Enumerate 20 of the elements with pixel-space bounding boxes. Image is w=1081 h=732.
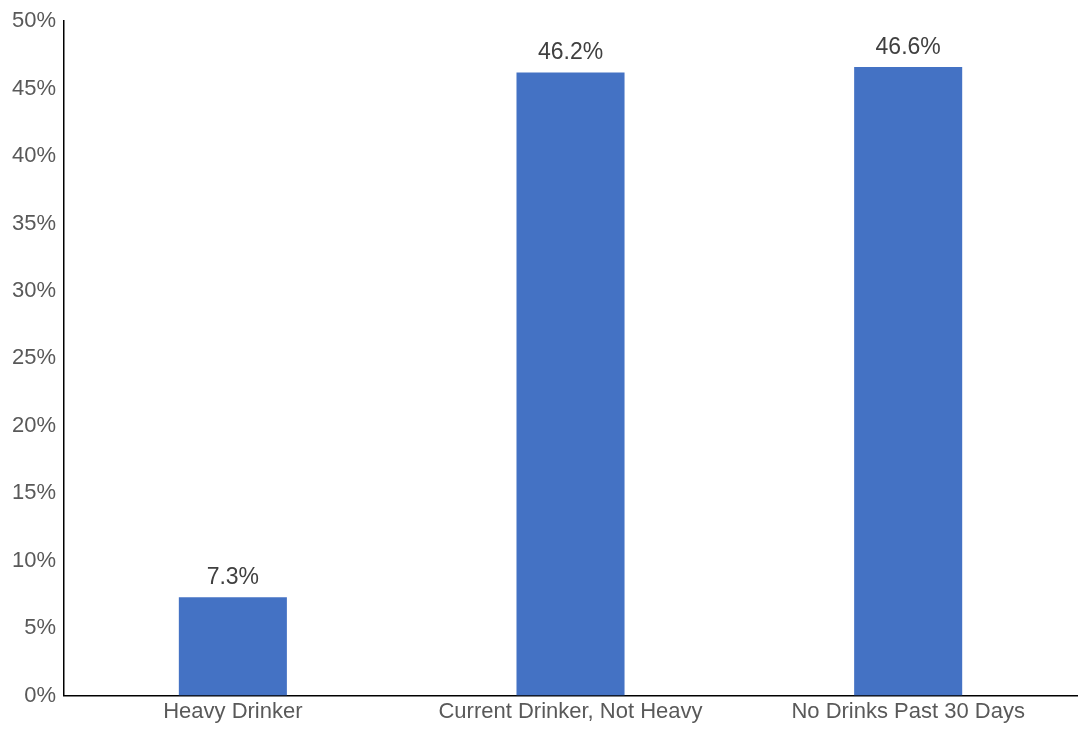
- y-tick-label: 5%: [24, 614, 57, 640]
- data-label: 46.2%: [537, 38, 604, 65]
- bar: [516, 72, 625, 696]
- y-tick-label: 30%: [11, 277, 57, 303]
- x-tick-label: Heavy Drinker: [163, 697, 303, 723]
- bar: [178, 597, 287, 696]
- y-tick-label: 35%: [11, 209, 57, 235]
- y-tick-label: 45%: [11, 74, 57, 100]
- y-tick-label: 0%: [24, 681, 57, 707]
- data-label: 7.3%: [206, 562, 260, 589]
- x-tick-label: No Drinks Past 30 Days: [791, 697, 1025, 723]
- y-tick-label: 50%: [11, 7, 57, 33]
- y-tick-label: 10%: [11, 546, 57, 572]
- y-tick-label: 40%: [11, 142, 57, 168]
- data-label: 46.6%: [875, 32, 941, 59]
- bar: [854, 67, 963, 696]
- x-tick-label: Current Drinker, Not Heavy: [438, 697, 703, 723]
- y-tick-label: 15%: [11, 479, 57, 505]
- y-tick-label: 20%: [11, 411, 57, 437]
- y-tick-label: 25%: [11, 344, 57, 370]
